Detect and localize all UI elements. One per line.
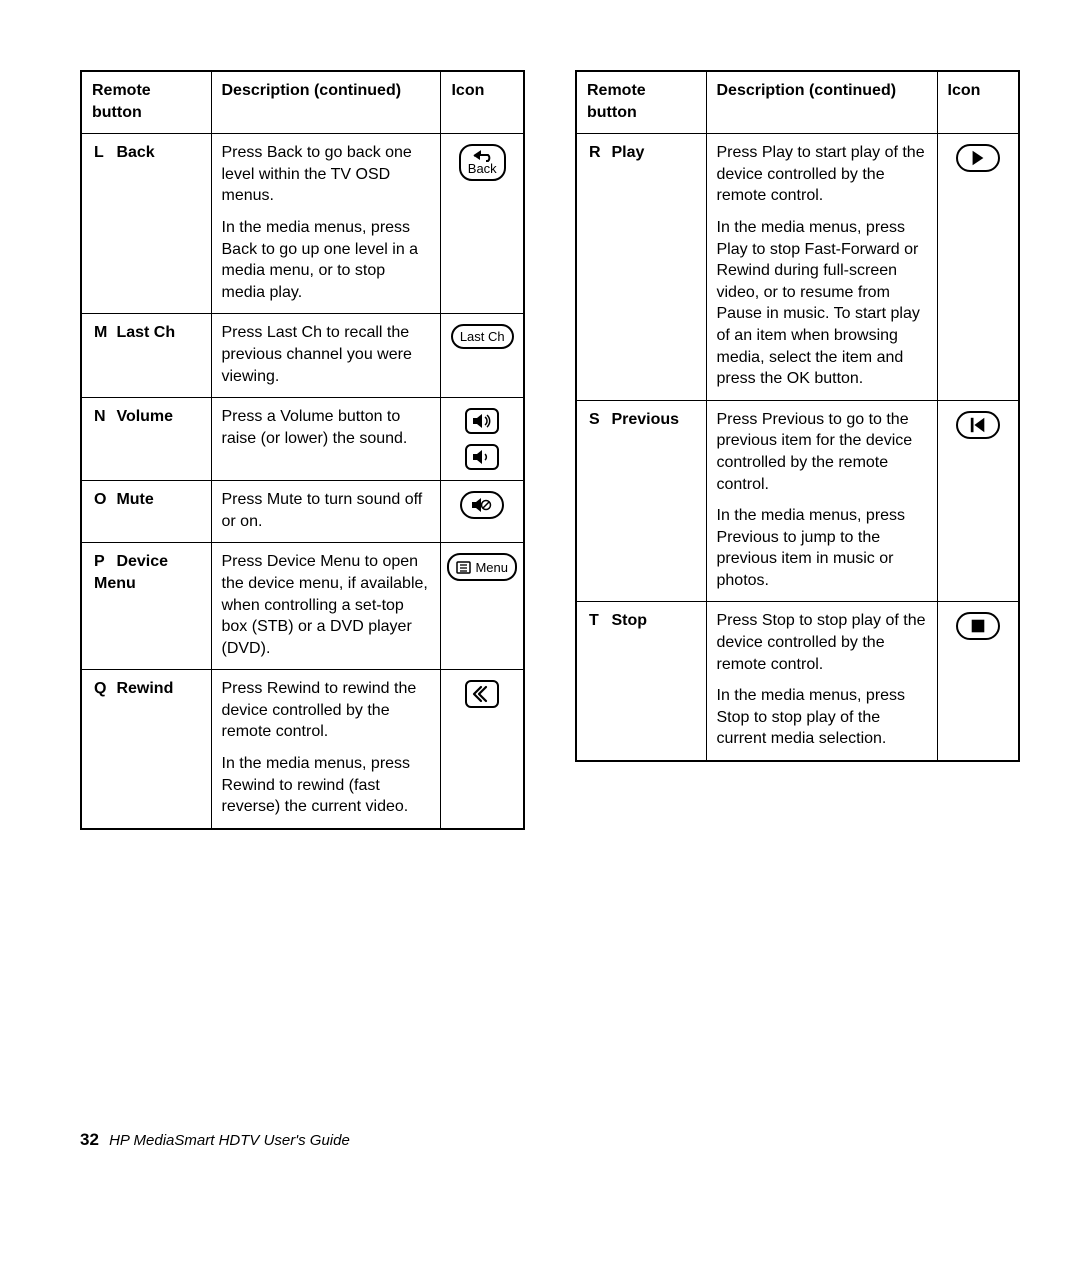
page-footer: 32 HP MediaSmart HDTV User's Guide <box>80 1130 350 1150</box>
table-row: N Volume Press a Volume button to raise … <box>81 398 524 481</box>
col-description: Description (continued) <box>706 71 937 134</box>
lastch-icon: Last Ch <box>451 324 514 349</box>
volume-down-icon <box>465 444 499 470</box>
table-row: O Mute Press Mute to turn sound off or o… <box>81 481 524 543</box>
remote-table-left: Remote button Description (continued) Ic… <box>80 70 525 830</box>
col-icon: Icon <box>937 71 1019 134</box>
table-row: Q Rewind Press Rewind to rewind the devi… <box>81 670 524 829</box>
play-icon <box>956 144 1000 172</box>
col-description: Description (continued) <box>211 71 441 134</box>
mute-icon <box>460 491 504 519</box>
table-row: P Device Menu Press Device Menu to open … <box>81 543 524 670</box>
remote-table-right: Remote button Description (continued) Ic… <box>575 70 1020 762</box>
col-remote-button: Remote button <box>576 71 706 134</box>
table-row: T Stop Press Stop to stop play of the de… <box>576 602 1019 761</box>
table-row: M Last Ch Press Last Ch to recall the pr… <box>81 314 524 398</box>
stop-icon <box>956 612 1000 640</box>
previous-icon <box>956 411 1000 439</box>
table-row: L Back Press Back to go back one level w… <box>81 134 524 314</box>
table-row: R Play Press Play to start play of the d… <box>576 134 1019 401</box>
back-icon: Back <box>459 144 506 181</box>
page-number: 32 <box>80 1130 99 1149</box>
table-row: S Previous Press Previous to go to the p… <box>576 400 1019 602</box>
doc-title: HP MediaSmart HDTV User's Guide <box>109 1132 350 1149</box>
col-icon: Icon <box>441 71 524 134</box>
device-menu-icon: Menu <box>447 553 517 581</box>
volume-up-icon <box>465 408 499 434</box>
col-remote-button: Remote button <box>81 71 211 134</box>
rewind-icon <box>465 680 499 708</box>
